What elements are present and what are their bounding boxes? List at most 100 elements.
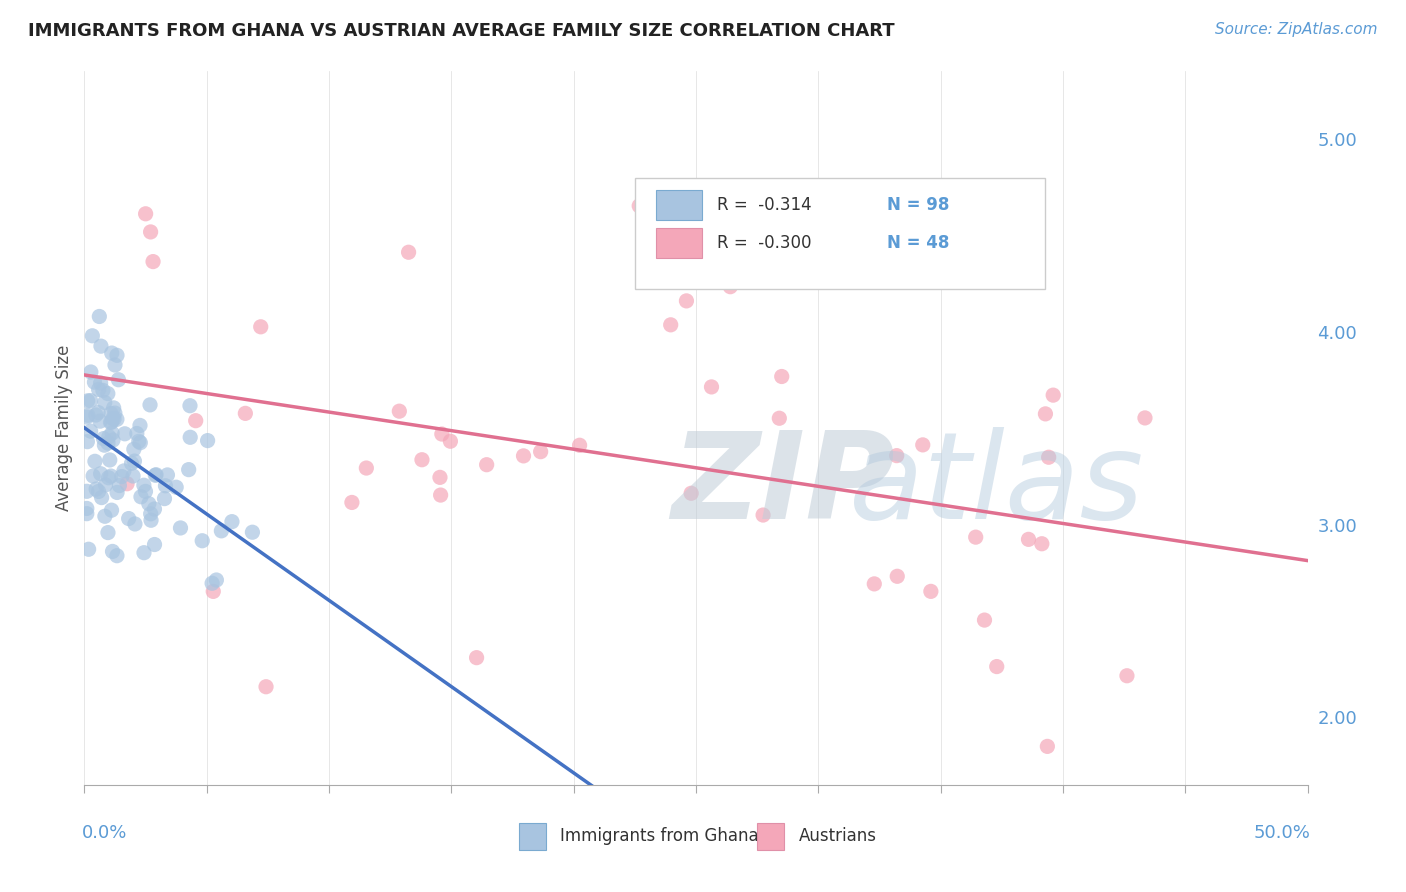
Point bbox=[89, 310, 111, 324]
Point bbox=[221, 515, 243, 529]
Point bbox=[101, 426, 124, 441]
Point bbox=[104, 358, 127, 372]
Point bbox=[209, 524, 232, 538]
Point bbox=[84, 482, 107, 496]
Point bbox=[105, 485, 128, 500]
Point bbox=[84, 454, 107, 468]
Point bbox=[97, 436, 120, 450]
Point bbox=[111, 469, 134, 483]
Point bbox=[90, 376, 112, 390]
Point bbox=[91, 384, 114, 398]
Point bbox=[143, 468, 166, 483]
Point bbox=[97, 386, 120, 401]
Point bbox=[76, 507, 98, 521]
Point bbox=[135, 207, 157, 221]
Point bbox=[139, 513, 162, 527]
Point bbox=[411, 452, 433, 467]
Point bbox=[530, 444, 553, 458]
Point bbox=[340, 495, 363, 509]
Point bbox=[103, 401, 125, 415]
Point bbox=[768, 411, 790, 425]
Point bbox=[128, 434, 150, 449]
FancyBboxPatch shape bbox=[636, 178, 1045, 289]
Point bbox=[129, 490, 152, 504]
Text: atlas: atlas bbox=[849, 426, 1144, 544]
Text: 0.0%: 0.0% bbox=[82, 824, 128, 842]
Point bbox=[77, 542, 100, 557]
Point bbox=[87, 484, 110, 499]
Point bbox=[124, 516, 146, 531]
Point bbox=[388, 404, 411, 418]
Point bbox=[568, 438, 591, 452]
Point bbox=[429, 470, 451, 484]
Point bbox=[886, 449, 908, 463]
Point bbox=[100, 407, 122, 421]
Point bbox=[398, 245, 420, 260]
Point bbox=[112, 464, 135, 478]
Point bbox=[132, 478, 155, 492]
Text: ZIP: ZIP bbox=[672, 426, 896, 544]
Point bbox=[191, 533, 214, 548]
Point bbox=[129, 435, 152, 450]
Point bbox=[76, 410, 98, 425]
Point bbox=[93, 438, 115, 452]
Point bbox=[430, 427, 453, 442]
Point bbox=[100, 503, 122, 517]
Point bbox=[628, 199, 651, 213]
Point bbox=[132, 546, 155, 560]
Point bbox=[156, 467, 179, 482]
Point bbox=[197, 434, 219, 448]
Point bbox=[104, 406, 127, 420]
Point bbox=[205, 573, 228, 587]
Point bbox=[681, 486, 703, 500]
Point bbox=[114, 426, 136, 441]
Point bbox=[84, 408, 107, 422]
Point bbox=[76, 434, 98, 449]
Text: R =  -0.300: R = -0.300 bbox=[717, 234, 811, 252]
Point bbox=[115, 476, 138, 491]
Point bbox=[973, 613, 995, 627]
Text: 50.0%: 50.0% bbox=[1253, 824, 1310, 842]
Point bbox=[700, 380, 723, 394]
Point bbox=[82, 469, 104, 483]
Text: R =  -0.314: R = -0.314 bbox=[717, 196, 811, 214]
Point bbox=[177, 462, 200, 476]
Y-axis label: Average Family Size: Average Family Size bbox=[55, 345, 73, 511]
Point bbox=[770, 369, 793, 384]
Point bbox=[169, 521, 191, 535]
Point bbox=[83, 375, 105, 389]
Point bbox=[254, 680, 277, 694]
Point bbox=[165, 480, 187, 494]
Point bbox=[1038, 450, 1060, 465]
Point bbox=[179, 430, 201, 444]
Point bbox=[986, 659, 1008, 673]
Point bbox=[439, 434, 461, 449]
Point bbox=[76, 393, 98, 408]
Point bbox=[886, 569, 908, 583]
Point bbox=[1133, 411, 1156, 425]
Point bbox=[93, 432, 115, 446]
Point bbox=[122, 442, 145, 457]
Point bbox=[103, 412, 125, 426]
Point bbox=[122, 469, 145, 483]
Point bbox=[465, 650, 488, 665]
Point bbox=[242, 525, 264, 540]
Point bbox=[124, 454, 146, 468]
Point bbox=[145, 467, 167, 482]
Point bbox=[675, 293, 697, 308]
Point bbox=[155, 479, 177, 493]
Point bbox=[1018, 533, 1040, 547]
Point bbox=[153, 491, 176, 506]
Point bbox=[1035, 407, 1057, 421]
Text: Immigrants from Ghana: Immigrants from Ghana bbox=[560, 828, 759, 846]
Point bbox=[101, 411, 124, 425]
Point bbox=[356, 461, 378, 475]
Point bbox=[475, 458, 498, 472]
Point bbox=[1031, 537, 1053, 551]
Point bbox=[105, 412, 128, 426]
Point bbox=[201, 576, 224, 591]
Point bbox=[87, 383, 110, 397]
Point bbox=[1036, 739, 1059, 754]
Point bbox=[101, 544, 124, 558]
Bar bbox=[655, 227, 702, 258]
